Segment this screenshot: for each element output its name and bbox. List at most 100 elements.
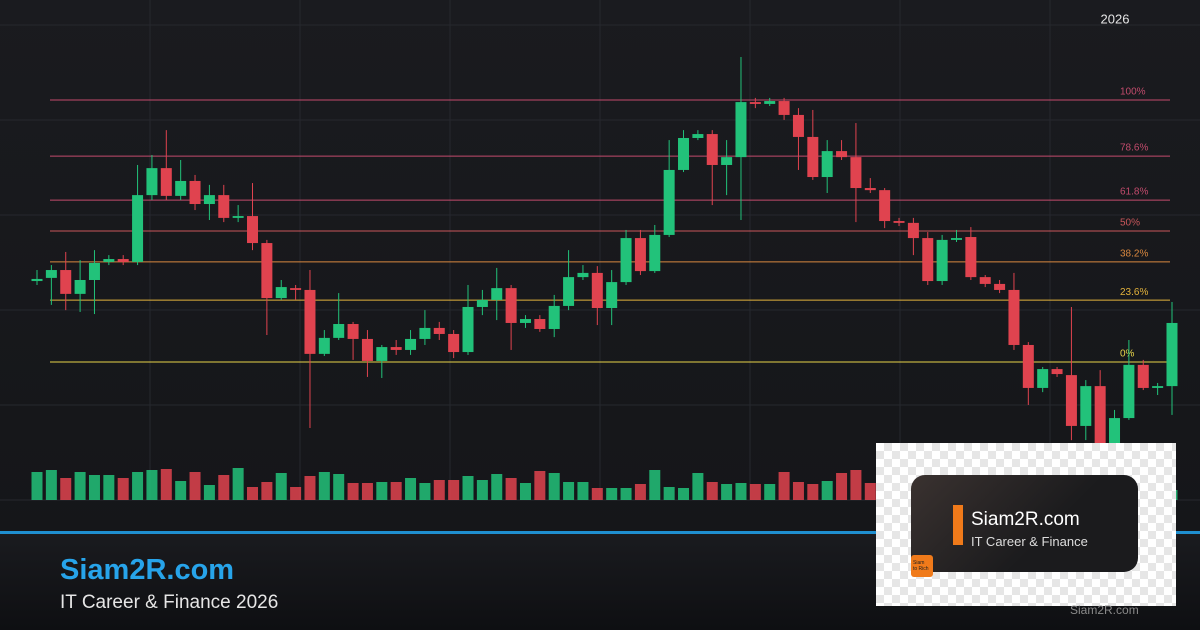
candle-body — [189, 180, 201, 205]
volume-bar — [735, 483, 747, 500]
candle-body — [907, 222, 919, 239]
volume-bar — [261, 482, 273, 500]
volume-bar — [433, 480, 445, 500]
candle-body — [347, 324, 359, 339]
candle-body — [764, 101, 776, 104]
volume-bar — [175, 481, 187, 500]
volume-bar — [864, 483, 876, 500]
candle-body — [31, 278, 43, 282]
volume-bar — [792, 482, 804, 500]
candle-body — [476, 299, 488, 307]
badge-text: Siam — [913, 560, 925, 566]
candle-body — [419, 327, 431, 339]
candle-body — [160, 168, 172, 196]
candle-body — [1080, 386, 1092, 426]
candle-body — [950, 238, 962, 240]
x-axis-label: 2026 — [1101, 11, 1130, 26]
volume-bar — [88, 475, 100, 500]
volume-bar — [764, 484, 776, 500]
logo-bar — [953, 505, 963, 545]
volume-bar — [419, 483, 431, 500]
candle-body — [60, 270, 72, 294]
fib-label: 0% — [1120, 349, 1135, 360]
candle-body — [247, 216, 259, 244]
volume-bar — [203, 485, 215, 500]
candle-body — [146, 168, 158, 196]
volume-bar — [534, 471, 546, 500]
candle-body — [491, 288, 503, 300]
candle-body — [390, 347, 402, 350]
candle-body — [850, 157, 862, 189]
volume-bar — [519, 483, 531, 500]
candle-body — [1022, 344, 1034, 388]
candle-body — [706, 134, 718, 165]
candle-body — [922, 238, 934, 282]
candle-body — [563, 277, 575, 306]
candle-body — [218, 195, 230, 218]
candle-body — [634, 238, 646, 272]
volume-bar — [462, 476, 474, 500]
candle-body — [462, 306, 474, 353]
badge-text: to Rich — [913, 566, 929, 572]
volume-bar — [132, 472, 144, 500]
volume-bar — [347, 483, 359, 500]
candle-body — [1065, 375, 1077, 426]
logo-card: Siam2R.com IT Career & Finance — [911, 475, 1138, 572]
volume-bar — [807, 484, 819, 500]
candle-body — [1123, 364, 1135, 419]
candle-body — [519, 319, 531, 323]
volume-bar — [706, 482, 718, 500]
candle-body — [1094, 386, 1106, 446]
background-grid — [0, 0, 1200, 501]
volume-bar — [649, 470, 661, 500]
volume-bar — [836, 473, 848, 500]
candle-body — [132, 195, 144, 262]
volume-bar — [146, 470, 158, 500]
candle-body — [1037, 369, 1049, 388]
candle-body — [749, 102, 761, 104]
candle-body — [45, 270, 57, 278]
candle-body — [505, 288, 517, 323]
candle-body — [792, 114, 804, 137]
volume-bar — [448, 480, 460, 500]
candle-body — [405, 338, 417, 350]
volume-bar — [663, 487, 675, 500]
volume-bar — [678, 488, 690, 500]
candle-body — [807, 136, 819, 178]
candle-body — [74, 279, 86, 294]
candle-body — [103, 259, 115, 262]
volume-bar — [60, 478, 72, 500]
candle-body — [232, 216, 244, 218]
candle-body — [620, 238, 632, 283]
candle-body — [1008, 289, 1020, 345]
volume-bar — [45, 470, 57, 500]
candle-body — [692, 134, 704, 138]
candle-body — [1109, 418, 1121, 446]
volume-bar — [361, 483, 373, 500]
candle-body — [936, 239, 948, 282]
volume-bar — [275, 473, 287, 500]
volume-bar — [548, 473, 560, 500]
candle-body — [821, 151, 833, 178]
candle-body — [606, 282, 618, 309]
volume-bar — [74, 472, 86, 500]
volume-bar — [505, 478, 517, 500]
candle-body — [864, 188, 876, 191]
fib-label: 78.6% — [1120, 143, 1148, 154]
candle-body — [548, 305, 560, 329]
candle-body — [735, 102, 747, 158]
volume-bar — [778, 472, 790, 500]
candle-body — [1051, 369, 1063, 375]
volume-bar — [620, 488, 632, 500]
fib-label: 38.2% — [1120, 249, 1148, 260]
volume-bar — [160, 469, 172, 500]
brand-title: Siam2R.com — [60, 554, 235, 586]
candle-body — [577, 272, 589, 278]
volume-bar — [247, 487, 259, 500]
volume-bar — [117, 478, 129, 500]
candle-body — [778, 101, 790, 115]
volume-bar — [290, 487, 302, 500]
candle-body — [1152, 386, 1164, 388]
fib-label: 100% — [1120, 87, 1146, 98]
